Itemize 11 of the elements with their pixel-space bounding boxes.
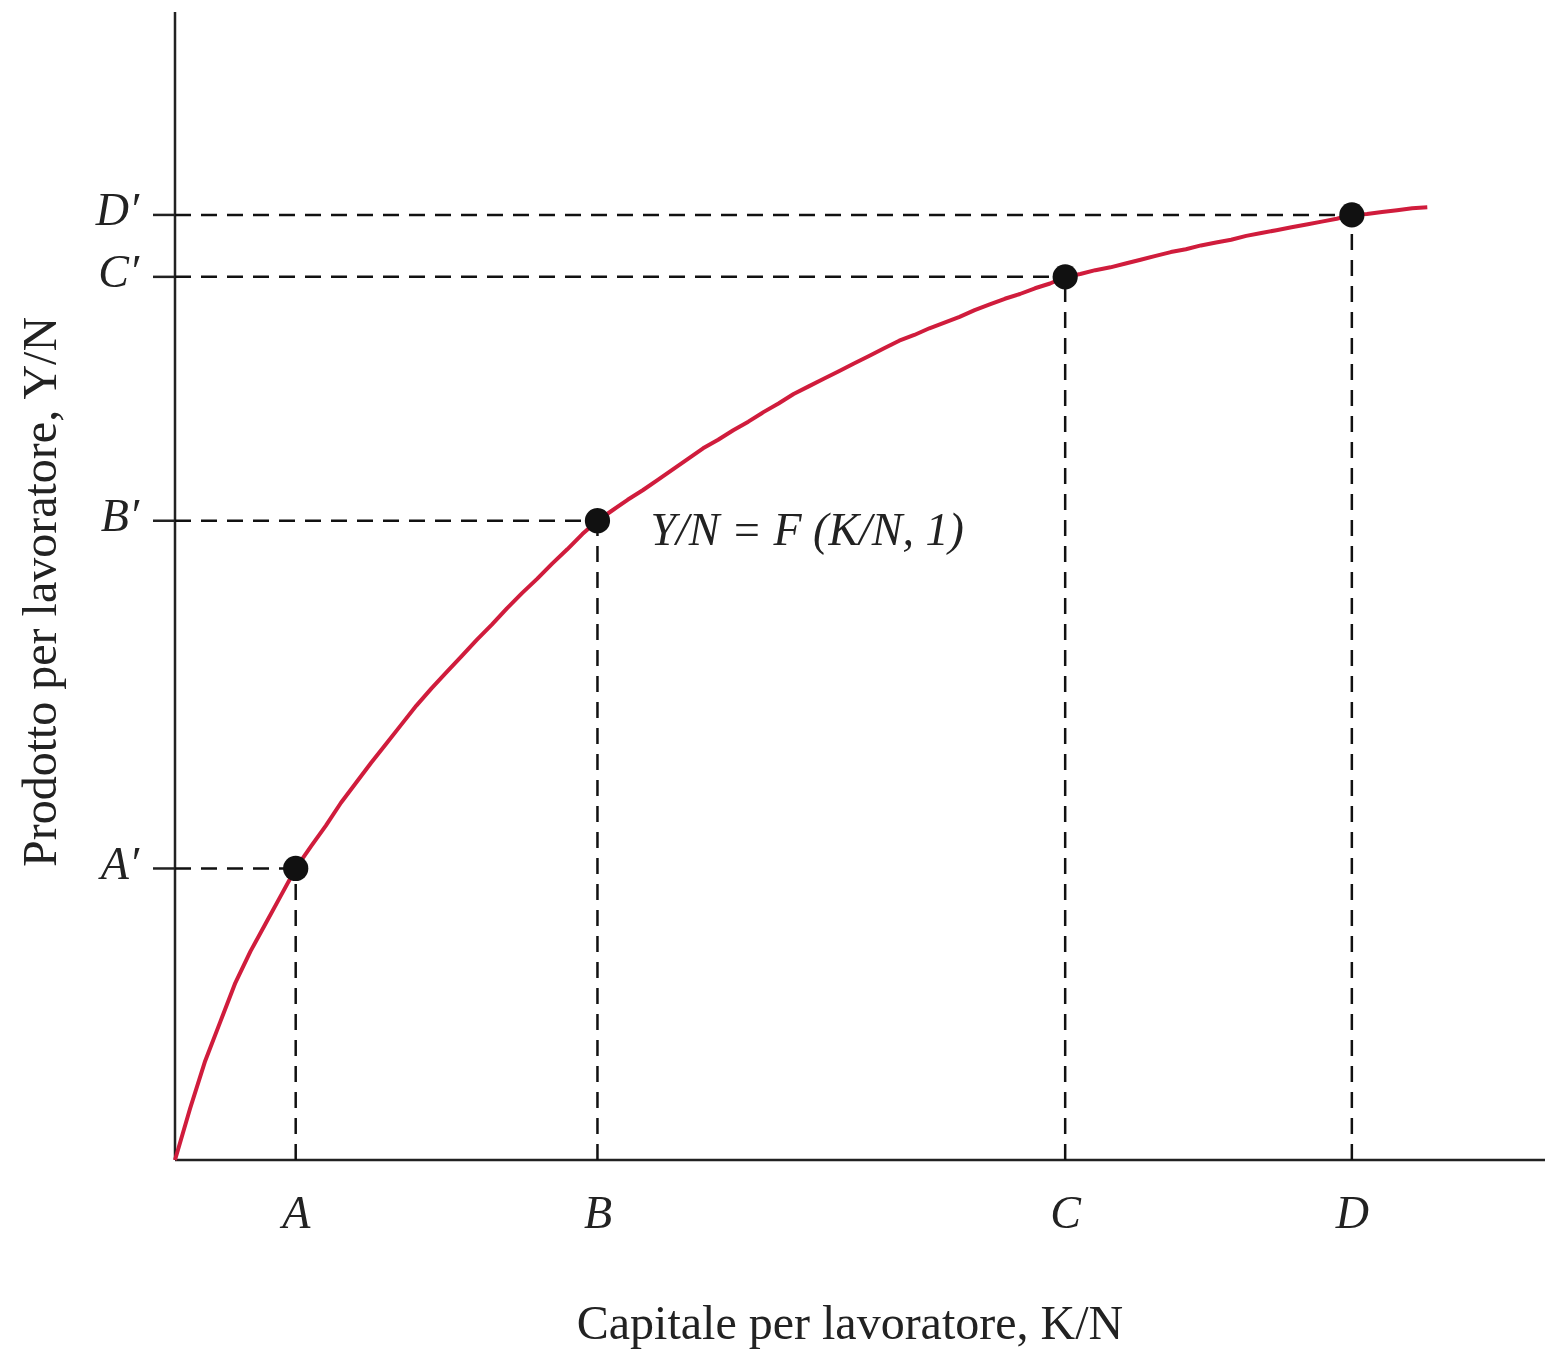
x-tick-label: B	[583, 1186, 613, 1238]
ref-line-label: A′	[97, 838, 140, 890]
ref-line-label: C′	[98, 246, 140, 298]
annotation: Y/N = F (K/N, 1)	[650, 503, 964, 555]
x-axis-title: Capitale per lavoratore, K/N	[576, 1296, 1124, 1349]
x-tick-label: D	[1334, 1186, 1369, 1238]
ref-line-label: D′	[94, 184, 140, 236]
x-tick-label: C	[1050, 1186, 1083, 1238]
x-tick-label: A	[279, 1186, 312, 1238]
ref-line-label: B′	[100, 490, 140, 542]
y-axis-title: Prodotto per lavoratore, Y/N	[13, 316, 66, 868]
